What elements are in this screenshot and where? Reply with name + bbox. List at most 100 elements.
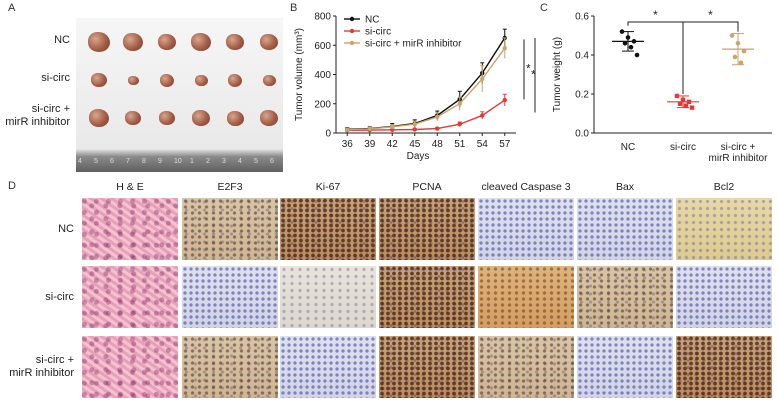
ihc-column-header: PCNA <box>412 181 442 193</box>
data-point <box>677 101 683 106</box>
ruler-number: 3 <box>222 158 226 165</box>
x-tick-label: 36 <box>342 139 354 150</box>
x-category-label: si-circ <box>670 142 696 153</box>
ihc-tile <box>577 266 673 328</box>
ihc-tile <box>182 198 278 260</box>
ihc-row-label: NC <box>58 222 74 235</box>
tumor-specimen <box>88 32 110 52</box>
photo-row-label-si-circ: si-circ <box>41 72 70 84</box>
y-tick-label: 0.2 <box>575 90 589 101</box>
panel-letter-c: C <box>540 2 548 14</box>
y-axis-label: Tumor volume (mm³) <box>294 28 305 121</box>
legend-label: NC <box>365 15 379 26</box>
x-tick-label: 45 <box>409 139 421 150</box>
ihc-row-label: si-circ <box>45 290 74 303</box>
data-point <box>412 127 417 132</box>
significance-star: * <box>708 8 713 22</box>
photo-row-label-si-circ-inhibitor: si-circ + mirR inhibitor <box>5 103 70 128</box>
tumor-specimen <box>125 111 141 126</box>
ihc-tile <box>82 198 178 260</box>
y-tick-label: 800 <box>314 12 331 23</box>
significance-bracket <box>627 21 684 94</box>
ihc-column-header: H & E <box>116 181 144 193</box>
ihc-tile <box>82 266 178 328</box>
tumor-specimen <box>192 110 210 127</box>
x-category-label: NC <box>621 142 635 153</box>
ihc-tile <box>676 266 772 328</box>
x-category-label: si-circ + <box>721 142 756 153</box>
data-point <box>732 54 738 60</box>
ihc-tile <box>280 198 376 260</box>
x-tick-label: 48 <box>432 139 444 150</box>
ihc-column-header: Ki-67 <box>315 181 341 193</box>
data-point <box>738 60 744 66</box>
y-tick-label: 0.4 <box>575 51 589 62</box>
tumor-specimen <box>89 109 109 127</box>
data-point <box>628 44 634 50</box>
ruler-number: 6 <box>270 158 274 165</box>
tumor-weight-chart: 0.0 0.2 0.4 0.6 Tumor weight (g) NC si-circ si-… <box>552 8 772 164</box>
x-tick-label: 51 <box>454 139 466 150</box>
data-point <box>390 124 395 130</box>
tumor-specimen <box>228 74 242 87</box>
ruler-number: 9 <box>158 158 162 165</box>
data-point <box>631 39 637 44</box>
data-point <box>480 76 485 82</box>
data-point <box>741 48 747 54</box>
data-point <box>619 29 625 34</box>
series-line <box>347 47 506 131</box>
data-point <box>502 45 507 51</box>
x-tick-label: 57 <box>499 139 511 150</box>
ihc-tile <box>577 198 673 260</box>
ruler-number: 6 <box>110 158 114 165</box>
ruler-number: 8 <box>142 158 146 165</box>
ihc-tile <box>577 336 673 398</box>
ruler-number: 1 <box>190 158 194 165</box>
ihc-tile <box>478 336 574 398</box>
ihc-tile <box>676 336 772 398</box>
data-point <box>686 99 692 104</box>
y-tick-label: 200 <box>314 99 331 110</box>
ruler-number: 5 <box>254 158 258 165</box>
significance-star: * <box>653 8 658 22</box>
tumor-specimen <box>127 75 139 86</box>
ihc-tile <box>280 336 376 398</box>
ihc-column-header: Bax <box>615 181 635 193</box>
ihc-row-label: si-circ + mirR inhibitor <box>9 354 74 379</box>
legend-marker <box>349 40 355 46</box>
tumor-specimen <box>194 74 208 87</box>
y-tick-label: 600 <box>314 41 331 52</box>
x-axis-label: Days <box>407 151 430 162</box>
x-tick-label: 39 <box>364 139 376 150</box>
data-point <box>689 105 695 110</box>
tumor-specimen <box>91 73 107 88</box>
data-point <box>634 52 640 58</box>
legend-marker <box>349 28 355 34</box>
significance-bracket <box>683 21 739 32</box>
tumor-specimen <box>260 34 278 51</box>
x-tick-label: 54 <box>477 139 489 150</box>
ihc-column-header: cleaved Caspase 3 <box>481 181 571 193</box>
tumor-specimen <box>226 110 244 126</box>
tumor-specimen <box>159 111 175 126</box>
ihc-tile <box>478 198 574 260</box>
panel-letter-d: D <box>8 180 16 192</box>
ihc-tile <box>280 266 376 328</box>
ruler-number: 4 <box>238 158 242 165</box>
ruler-number: 2 <box>206 158 210 165</box>
ruler-number: 7 <box>126 158 130 165</box>
ihc-tile <box>478 266 574 328</box>
tumor-specimen <box>158 34 176 51</box>
data-point <box>729 33 735 38</box>
tumor-specimen <box>262 74 276 87</box>
ihc-tile <box>379 336 475 398</box>
tumor-specimen <box>160 74 174 87</box>
data-point <box>435 126 440 131</box>
panel-letter-b: B <box>290 2 298 14</box>
data-point <box>680 97 686 103</box>
tumor-specimen <box>226 34 244 51</box>
ihc-column-header: E2F3 <box>217 181 243 193</box>
ihc-column-header: Bcl2 <box>713 181 735 193</box>
data-point <box>412 122 417 127</box>
panel-letter-a: A <box>8 2 16 14</box>
